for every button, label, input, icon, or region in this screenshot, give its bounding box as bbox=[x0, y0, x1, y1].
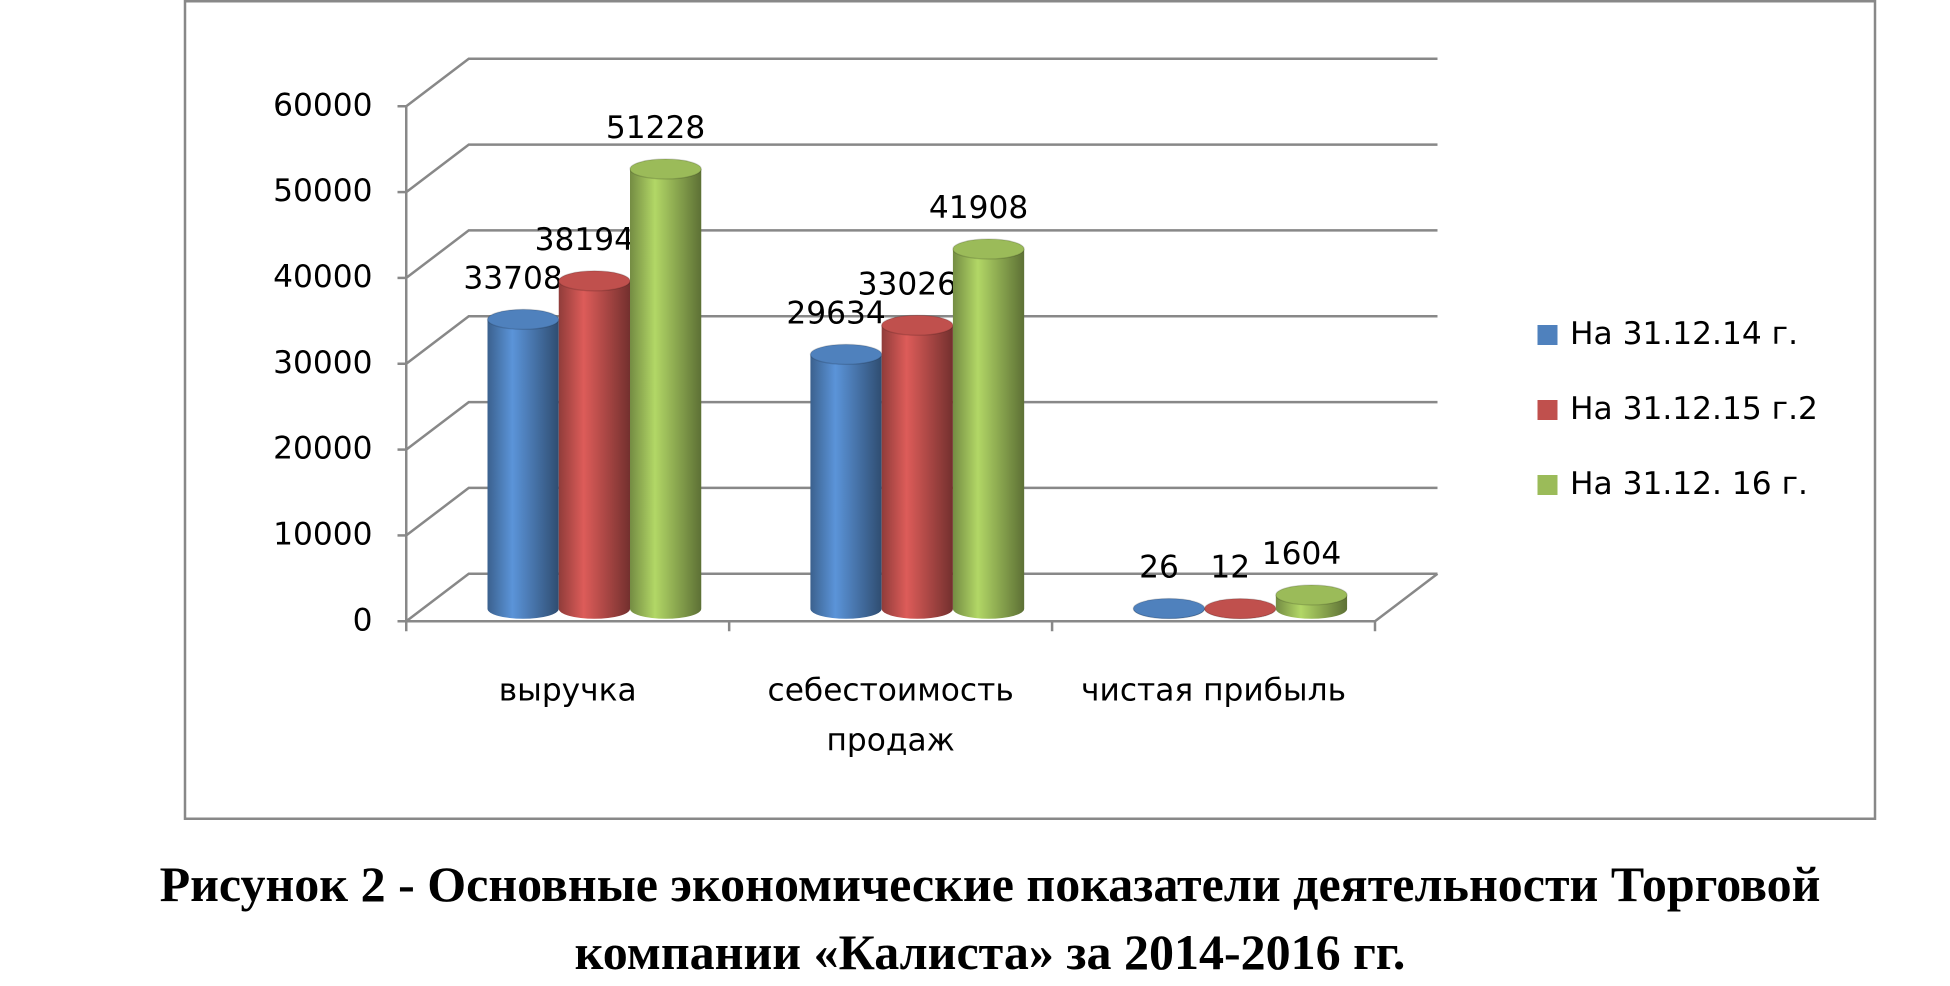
bar bbox=[1203, 598, 1277, 620]
chart: 0 10000 20000 30000 40000 50000 60000 выручка 33… bbox=[183, 0, 1877, 820]
value-label: 51228 bbox=[606, 110, 705, 146]
bar-top bbox=[809, 343, 883, 366]
y-tick-label: 50000 bbox=[273, 173, 372, 209]
bar bbox=[1132, 597, 1206, 620]
bar bbox=[486, 308, 560, 619]
legend-swatch bbox=[1537, 325, 1558, 345]
bar bbox=[1275, 584, 1348, 619]
y-tick-label: 30000 bbox=[273, 345, 372, 381]
bar-body bbox=[881, 325, 953, 619]
legend-label: На 31.12. 16 г. bbox=[1570, 466, 1808, 502]
chart-area: 0 10000 20000 30000 40000 50000 60000 выручка 33… bbox=[183, 0, 1877, 820]
bar-top bbox=[629, 158, 702, 180]
bar-body bbox=[810, 354, 882, 619]
bar-body bbox=[487, 319, 559, 619]
legend-label: На 31.12.15 г.2 bbox=[1570, 391, 1818, 427]
value-label: 38194 bbox=[535, 222, 634, 258]
legend-swatch bbox=[1537, 475, 1558, 495]
value-label: 33708 bbox=[463, 260, 562, 296]
bar-top bbox=[486, 308, 560, 331]
bar-body bbox=[952, 249, 1025, 619]
bar-top bbox=[952, 238, 1025, 260]
grid-line bbox=[405, 229, 1438, 279]
bar-top bbox=[1275, 584, 1348, 606]
bar bbox=[881, 314, 954, 619]
caption: Рисунок 2 - Основные экономические показ… bbox=[159, 856, 1821, 980]
grid-line bbox=[405, 143, 1438, 194]
bar bbox=[809, 343, 883, 619]
grid-line bbox=[405, 572, 1438, 623]
bar-body bbox=[630, 169, 702, 619]
value-label: 29634 bbox=[786, 295, 885, 331]
value-label: 26 bbox=[1139, 550, 1179, 586]
bar-top bbox=[558, 270, 631, 292]
bar-top bbox=[881, 314, 954, 336]
x-tick-label: выручка bbox=[499, 672, 637, 708]
bar-body bbox=[558, 280, 630, 619]
x-tick-label: чистая прибыль bbox=[1081, 672, 1346, 708]
y-tick-label: 40000 bbox=[273, 259, 372, 295]
y-tick-label: 0 bbox=[353, 602, 373, 638]
legend-swatch bbox=[1537, 400, 1558, 420]
bar bbox=[629, 158, 702, 619]
bar-top bbox=[1203, 598, 1277, 620]
bar-top bbox=[1132, 597, 1206, 620]
bar bbox=[558, 270, 631, 619]
y-tick-label: 20000 bbox=[273, 431, 372, 467]
value-label: 33026 bbox=[858, 266, 957, 302]
value-label: 41908 bbox=[929, 190, 1028, 226]
chart-border bbox=[183, 0, 1877, 820]
y-tick-label: 60000 bbox=[273, 87, 372, 123]
y-tick-label: 10000 bbox=[273, 516, 372, 552]
grid-line bbox=[405, 400, 1438, 451]
grid-line bbox=[405, 57, 1438, 108]
value-label: 1604 bbox=[1262, 536, 1342, 572]
legend-label: На 31.12.14 г. bbox=[1570, 316, 1798, 352]
grid-line bbox=[405, 315, 1438, 365]
x-tick-label: себестоимость продаж bbox=[768, 672, 1014, 758]
value-label: 12 bbox=[1210, 550, 1250, 586]
grid-line bbox=[405, 486, 1438, 537]
bar bbox=[952, 238, 1025, 619]
